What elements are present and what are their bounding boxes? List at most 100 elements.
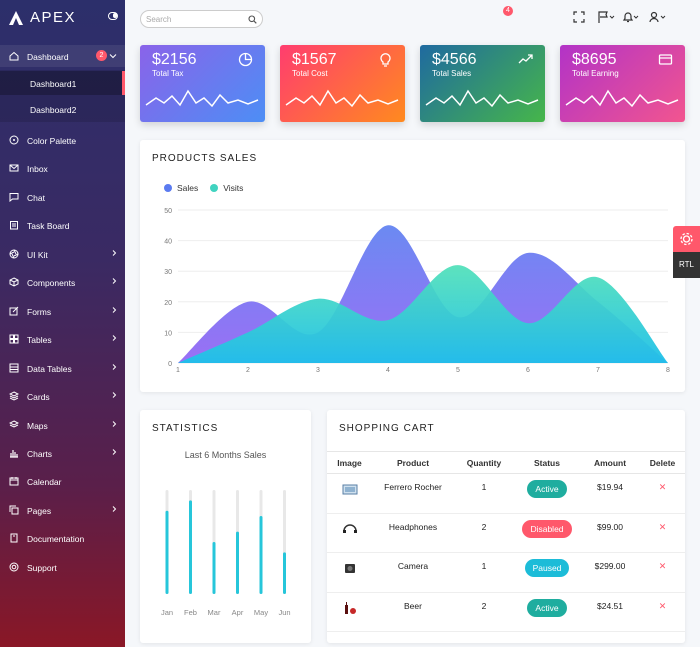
sidebar-item-color-palette[interactable]: Color Palette [0,129,125,151]
legend-marker [164,184,172,192]
product-quantity: 1 [454,473,514,514]
x-tick-label: 8 [666,367,670,374]
stat-card-total-sales[interactable]: $4566 Total Sales [420,45,545,122]
sidebar-item-calendar[interactable]: Calendar [0,470,125,492]
chevron-right-icon [112,278,117,284]
sidebar-item-label: UI Kit [27,250,48,260]
stat-label: Total Cost [292,69,328,78]
earning-sparkline [565,89,679,108]
product-image-cell [327,513,372,553]
sidebar-item-tables[interactable]: Tables [0,328,125,350]
bar [165,510,169,594]
sidebar-item-chat[interactable]: Chat [0,186,125,208]
stat-value: $2156 [152,51,197,68]
stat-value: $1567 [292,51,337,68]
table-row: Headphones 2 Disabled $99.00 ✕ [327,513,685,553]
stat-value: $4566 [432,51,477,68]
stat-card-total-earning[interactable]: $8695 Total Earning [560,45,685,122]
chevron-right-icon [112,421,117,427]
notification-count-badge: 4 [503,6,513,16]
panel-title: PRODUCTS SALES [152,153,258,164]
sidebar-item-label: Charts [27,449,53,459]
sidebar-item-forms[interactable]: Forms [0,300,125,322]
sidebar-item-documentation[interactable]: Documentation [0,527,125,549]
monthly-sales-bar-chart: Jan Feb Mar Apr May Jun [161,490,291,617]
x-tick-label: 1 [176,367,180,374]
product-name: Camera [372,552,454,593]
delete-icon[interactable]: ✕ [658,561,667,571]
sidebar-item-charts[interactable]: Charts [0,442,125,464]
y-tick-label: 0 [168,361,172,368]
sidebar-item-ui-kit[interactable]: UI Kit [0,243,125,265]
stat-card-total-cost[interactable]: $1567 Total Cost [280,45,405,122]
search-icon[interactable] [248,15,257,24]
aperture-icon [9,249,19,259]
sidebar-subitem-label: Dashboard1 [30,79,77,89]
column-header: Product [372,451,454,474]
sidebar-subitem-dashboard2[interactable]: Dashboard2 [0,97,125,121]
sidebar-subitem-dashboard1[interactable]: Dashboard1 [0,71,125,95]
edit-icon [9,306,19,316]
bell-icon[interactable] [621,10,639,24]
beer-image [344,601,356,614]
chevron-right-icon [112,364,117,370]
y-tick-label: 30 [164,269,172,276]
fullscreen-icon[interactable] [572,10,586,24]
products-sales-area-chart: 0 10 20 30 40 50 1 2 3 4 5 6 7 8 [164,208,670,374]
camera-image [344,564,355,573]
bulb-icon [380,53,391,67]
y-tick-label: 50 [164,208,172,215]
bar [212,542,216,594]
chat-icon [9,193,19,202]
sidebar-toggle-icon[interactable] [108,12,118,20]
column-header: Status [514,451,580,474]
clipboard-icon [10,221,18,230]
sidebar-item-dashboard[interactable]: Dashboard 2 [0,45,125,67]
product-name: Ferrero Rocher [372,473,454,514]
sales-sparkline [425,89,539,108]
column-header: Image [327,451,372,474]
sidebar-item-components[interactable]: Components [0,271,125,293]
sidebar-item-label: Support [27,563,57,573]
legend-marker [210,184,219,192]
product-name: Beer [372,592,454,632]
gear-icon[interactable] [673,226,700,252]
sidebar-item-label: Calendar [27,477,62,487]
copy-icon [9,505,19,515]
box-icon [9,277,19,287]
product-amount: $24.51 [580,592,640,632]
bar [236,531,239,594]
language-flag-icon[interactable] [597,10,615,24]
delete-icon[interactable]: ✕ [658,600,667,611]
sidebar-item-task-board[interactable]: Task Board [0,214,125,236]
sidebar-item-label: Data Tables [27,364,72,374]
sidebar-item-support[interactable]: Support [0,556,125,578]
search-input[interactable] [146,13,241,26]
x-tick-label: 7 [596,367,600,374]
status-badge: Paused [524,559,570,577]
bar-chart-icon [10,450,18,458]
grid-icon [9,334,19,344]
sidebar-item-label: Dashboard [27,52,69,62]
product-quantity: 2 [454,513,514,553]
stat-card-total-tax[interactable]: $2156 Total Tax [140,45,265,122]
cart-table: Image Product Quantity Status Amount Del… [327,451,685,632]
product-image-cell [327,592,372,632]
sidebar-item-inbox[interactable]: Inbox [0,157,125,179]
sidebar-item-cards[interactable]: Cards [0,385,125,407]
x-tick-label: 5 [456,367,460,374]
statistics-subtitle: Last 6 Months Sales [184,450,267,460]
sidebar-item-maps[interactable]: Maps [0,414,125,436]
rtl-button[interactable]: RTL [673,252,700,278]
x-tick-label: Apr [232,608,244,617]
user-icon[interactable] [648,10,666,24]
sidebar-item-data-tables[interactable]: Data Tables [0,357,125,379]
delete-icon[interactable]: ✕ [658,521,667,532]
brand[interactable]: APEX [8,9,118,26]
visits-area-series [178,265,668,363]
stat-label: Total Earning [572,69,619,78]
shopping-cart-panel: SHOPPING CART Image Product Quantity Sta… [327,410,685,643]
sidebar-item-pages[interactable]: Pages [0,499,125,521]
delete-icon[interactable]: ✕ [658,482,667,492]
customizer-toggle[interactable]: RTL [673,226,700,278]
